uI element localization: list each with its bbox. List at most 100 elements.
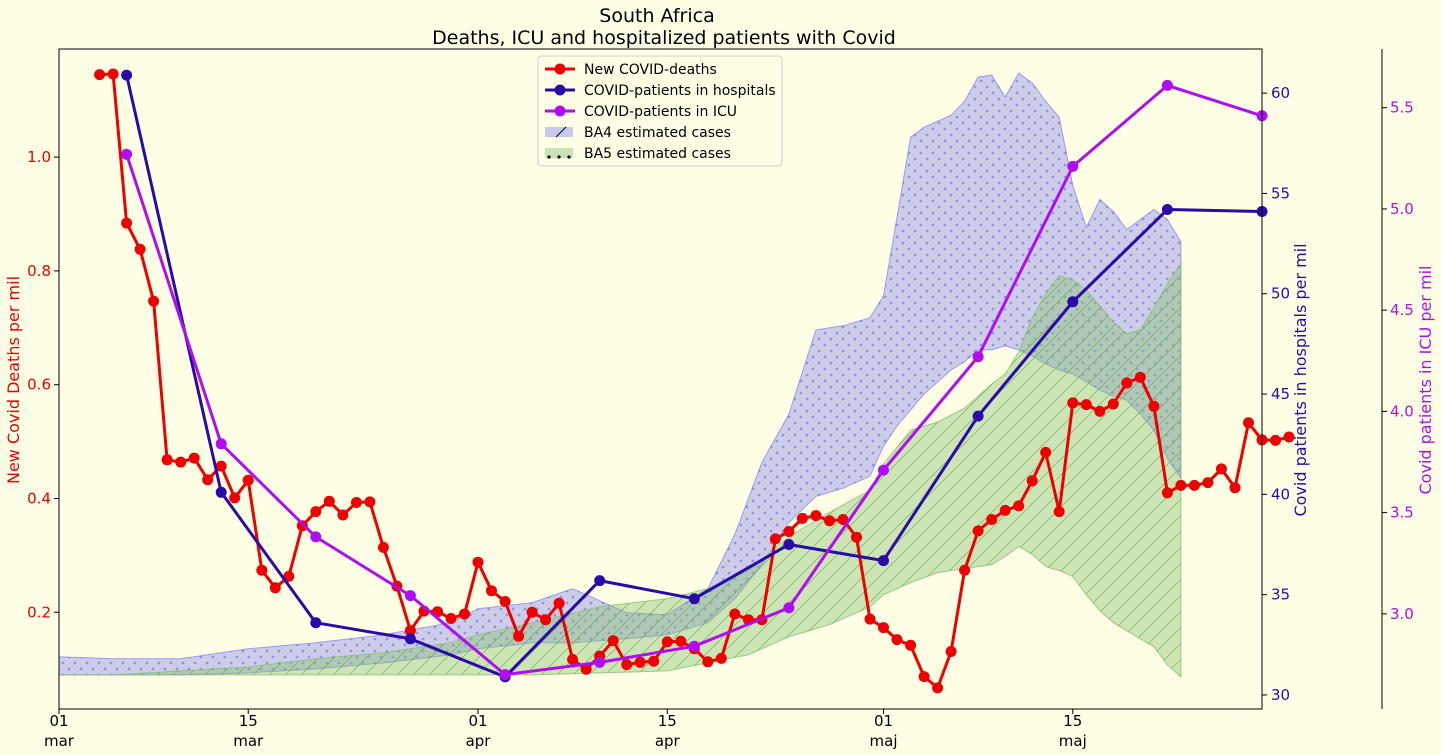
data-point-deaths xyxy=(648,655,660,667)
data-point-hospital xyxy=(878,555,889,567)
legend-dot-mark xyxy=(547,155,551,159)
x-tick-label: 15 xyxy=(239,712,258,730)
data-point-deaths xyxy=(661,636,673,648)
data-point-icu xyxy=(1067,160,1079,172)
right1-axis-tick-label: 35 xyxy=(1271,586,1290,604)
data-point-deaths xyxy=(878,622,889,634)
right2-axis-tick-label: 4.0 xyxy=(1390,402,1414,420)
data-point-deaths xyxy=(1134,371,1146,383)
x-tick-label: 01 xyxy=(874,712,893,730)
data-point-deaths xyxy=(824,515,835,527)
x-tick-month-label: mar xyxy=(44,732,75,750)
data-point-deaths xyxy=(1229,482,1241,494)
left-axis-tick-label: 0.2 xyxy=(27,603,51,621)
x-tick-label: 01 xyxy=(468,712,487,730)
legend-dot-mark xyxy=(567,155,571,159)
data-point-deaths xyxy=(986,514,998,525)
data-point-hospital xyxy=(121,69,133,81)
data-point-deaths xyxy=(107,68,119,80)
data-point-deaths xyxy=(1243,417,1254,429)
left-axis-tick-label: 0.6 xyxy=(27,376,51,394)
x-tick-label: 15 xyxy=(1063,712,1082,730)
data-point-deaths xyxy=(337,509,349,521)
data-point-deaths xyxy=(810,510,822,522)
data-point-deaths xyxy=(148,295,160,307)
legend-area-swatch xyxy=(545,127,573,137)
area-pattern-ba5 xyxy=(59,263,1181,677)
data-point-deaths xyxy=(634,656,646,668)
legend: New COVID-deaths COVID-patients in hospit… xyxy=(537,55,783,167)
data-point-deaths xyxy=(1148,400,1160,412)
data-point-deaths xyxy=(310,506,322,518)
right2-axis-tick-label: 3.0 xyxy=(1390,605,1414,623)
data-point-deaths xyxy=(783,526,795,537)
data-point-deaths xyxy=(323,495,335,507)
legend-label: COVID-patients in hospitals xyxy=(584,83,776,99)
data-point-deaths xyxy=(621,659,633,671)
data-point-deaths xyxy=(540,614,552,626)
legend-label: BA5 estimated cases xyxy=(584,146,731,162)
legend-label: New COVID-deaths xyxy=(584,62,717,78)
data-point-deaths xyxy=(567,654,579,665)
left-axis-tick-label: 0.4 xyxy=(27,489,51,507)
data-point-deaths xyxy=(796,512,808,524)
data-point-deaths xyxy=(377,541,389,553)
data-point-deaths xyxy=(1026,475,1038,487)
right1-axis-tick-label: 55 xyxy=(1271,184,1290,202)
data-point-deaths xyxy=(486,585,497,597)
data-point-deaths xyxy=(256,564,268,576)
data-point-deaths xyxy=(404,625,416,636)
x-tick-month-label: mar xyxy=(233,732,264,750)
data-point-hospital xyxy=(783,539,795,550)
legend-hatch-mark xyxy=(555,126,567,138)
data-point-deaths xyxy=(1215,463,1227,475)
data-point-deaths xyxy=(607,635,619,647)
data-point-deaths xyxy=(1270,434,1281,446)
x-tick-month-label: maj xyxy=(1059,732,1087,750)
data-point-deaths xyxy=(499,596,511,607)
data-point-hospital xyxy=(404,633,416,645)
legend-dot-mark xyxy=(557,155,561,159)
right1-axis-tick-label: 45 xyxy=(1271,385,1290,403)
data-point-deaths xyxy=(1202,477,1214,489)
data-point-deaths xyxy=(932,682,944,694)
data-point-hospital xyxy=(1161,204,1173,215)
data-point-deaths xyxy=(1067,397,1079,409)
line-layer xyxy=(94,68,1295,694)
data-point-deaths xyxy=(553,597,565,609)
legend-marker-swatch xyxy=(554,105,566,117)
right2-axis-tick-label: 3.5 xyxy=(1390,504,1414,522)
area-pattern-ba4 xyxy=(59,73,1181,675)
data-point-icu xyxy=(878,464,889,476)
legend-marker-swatch xyxy=(554,63,566,75)
right1-axis-label: Covid patients in hospitals per mil xyxy=(1291,243,1310,516)
data-point-deaths xyxy=(972,525,984,537)
data-point-deaths xyxy=(229,492,241,504)
data-point-deaths xyxy=(242,474,254,486)
data-point-icu xyxy=(404,590,416,602)
data-point-icu xyxy=(972,351,984,363)
data-point-deaths xyxy=(202,474,214,486)
data-point-deaths xyxy=(837,514,849,525)
data-point-deaths xyxy=(918,671,930,683)
data-point-deaths xyxy=(1053,506,1065,518)
data-point-deaths xyxy=(1107,398,1119,410)
data-point-hospital xyxy=(972,410,984,422)
right1-axis-tick-label: 50 xyxy=(1271,285,1290,303)
data-point-icu xyxy=(688,640,700,652)
data-point-hospital xyxy=(688,593,700,605)
data-point-icu xyxy=(310,531,322,543)
data-point-icu xyxy=(1161,79,1173,91)
data-point-deaths xyxy=(175,456,187,468)
data-point-deaths xyxy=(675,635,687,647)
x-tick-label: 01 xyxy=(49,712,68,730)
data-point-deaths xyxy=(715,652,727,664)
data-point-deaths xyxy=(121,217,133,229)
data-point-deaths xyxy=(905,639,917,651)
data-point-deaths xyxy=(999,504,1011,516)
x-tick-month-label: maj xyxy=(870,732,898,750)
data-point-deaths xyxy=(769,533,781,545)
data-point-deaths xyxy=(1080,399,1092,411)
legend-area-swatch xyxy=(545,148,573,158)
